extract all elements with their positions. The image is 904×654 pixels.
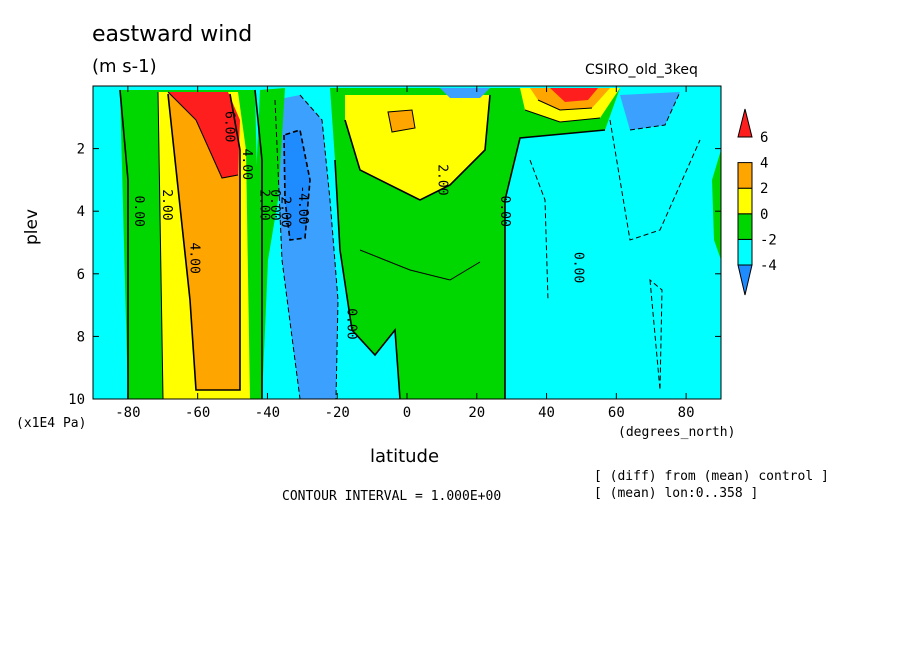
colorbar-label: -2 bbox=[760, 232, 777, 248]
green-edge-north bbox=[712, 150, 721, 260]
orange-core-tropics bbox=[388, 110, 415, 132]
colorbar-label: 6 bbox=[760, 130, 768, 146]
contour-line bbox=[529, 159, 549, 301]
colorbar-segment bbox=[737, 213, 753, 240]
contour-label: 0.00 bbox=[267, 189, 282, 220]
x-axis-units: (degrees_north) bbox=[618, 425, 736, 440]
contour-line bbox=[283, 128, 311, 241]
contour-line bbox=[119, 89, 129, 399]
yellow-band-tropics bbox=[345, 95, 490, 200]
contour-label: -4.00 bbox=[295, 185, 310, 224]
contour-line bbox=[157, 91, 164, 399]
diff-note: [ (diff) from (mean) control ] bbox=[594, 469, 829, 484]
contour-interval: CONTOUR INTERVAL = 1.000E+00 bbox=[282, 489, 502, 504]
colorbar-segment bbox=[737, 108, 753, 138]
darkblue-core-south bbox=[284, 130, 310, 240]
model-name: CSIRO_old_3keq bbox=[585, 62, 698, 78]
colorbar-segment bbox=[737, 162, 753, 189]
x-tick-label: 80 bbox=[678, 405, 695, 421]
contour-line bbox=[359, 249, 481, 281]
contour-line bbox=[524, 109, 601, 123]
colorbar-segment bbox=[737, 238, 753, 266]
chart-title: eastward wind bbox=[92, 22, 253, 47]
contour-line bbox=[167, 93, 241, 391]
contour-line-layer bbox=[119, 89, 701, 399]
x-tick-label: -80 bbox=[115, 405, 140, 421]
y-axis-ticks: 2 4 6 8 10 bbox=[68, 142, 721, 408]
mean-note: [ (mean) lon:0..358 ] bbox=[594, 486, 759, 501]
contour-line bbox=[167, 91, 239, 179]
blue-patch-top bbox=[440, 88, 490, 98]
contour-line bbox=[649, 278, 663, 391]
colorbar-segment bbox=[737, 187, 753, 215]
chart-units: (m s-1) bbox=[92, 56, 157, 77]
contour-label: 4.00 bbox=[187, 242, 202, 273]
contour-label: 2.00 bbox=[159, 189, 174, 220]
red-core-north bbox=[550, 88, 598, 102]
contour-line bbox=[254, 89, 263, 399]
y-tick-label: 4 bbox=[77, 204, 85, 220]
contour-label: 6.00 bbox=[222, 111, 237, 142]
contour-line bbox=[334, 159, 401, 399]
colorbar-segment bbox=[737, 264, 753, 296]
contour-line bbox=[537, 99, 593, 111]
contour-label: 0.00 bbox=[570, 252, 585, 283]
y-axis-units: (x1E4 Pa) bbox=[16, 416, 87, 431]
contour-line bbox=[344, 94, 491, 201]
x-tick-label: -40 bbox=[255, 405, 280, 421]
colorbar-label: 4 bbox=[760, 156, 768, 172]
red-core-south bbox=[168, 92, 240, 178]
y-tick-label: 2 bbox=[77, 142, 85, 158]
contour-line bbox=[387, 109, 416, 133]
contour-label: 0.00 bbox=[497, 196, 512, 227]
x-tick-label: 60 bbox=[608, 405, 625, 421]
contour-label: 4.00 bbox=[239, 149, 254, 180]
contour-line bbox=[504, 129, 606, 399]
x-axis-label: latitude bbox=[370, 446, 440, 467]
y-tick-label: 10 bbox=[68, 392, 85, 408]
y-tick-label: 6 bbox=[77, 267, 85, 283]
colorbar-label: 2 bbox=[760, 181, 768, 197]
contour-label: 0.00 bbox=[131, 196, 146, 227]
x-tick-label: -60 bbox=[185, 405, 210, 421]
contour-label: 2.00 bbox=[256, 189, 271, 220]
contour-fill-layer bbox=[93, 86, 721, 399]
contour-line bbox=[299, 94, 339, 399]
blue-patch-north bbox=[620, 92, 680, 130]
colorbar-label: 0 bbox=[760, 207, 768, 223]
contour-line bbox=[274, 99, 301, 399]
x-tick-label: 40 bbox=[538, 405, 555, 421]
y-tick-label: 8 bbox=[77, 329, 85, 345]
contour-labels: 0.00 2.004.006.004.002.000.00-2.00 -4.000.… bbox=[131, 111, 586, 340]
x-tick-label: 0 bbox=[403, 405, 411, 421]
colorbar: -4 -2 0 2 4 6 bbox=[737, 108, 777, 296]
x-tick-label: -20 bbox=[325, 405, 350, 421]
x-tick-label: 20 bbox=[468, 405, 485, 421]
contour-label: 2.00 bbox=[434, 164, 449, 195]
contour-label: -2.00 bbox=[277, 188, 292, 227]
contour-line bbox=[609, 119, 701, 241]
contour-line bbox=[629, 91, 681, 131]
contour-label: 0.00 bbox=[344, 308, 359, 339]
x-axis-ticks: -80 -60 -40 -20 0 20 40 60 80 bbox=[115, 86, 695, 421]
colorbar-label: -4 bbox=[760, 258, 777, 274]
